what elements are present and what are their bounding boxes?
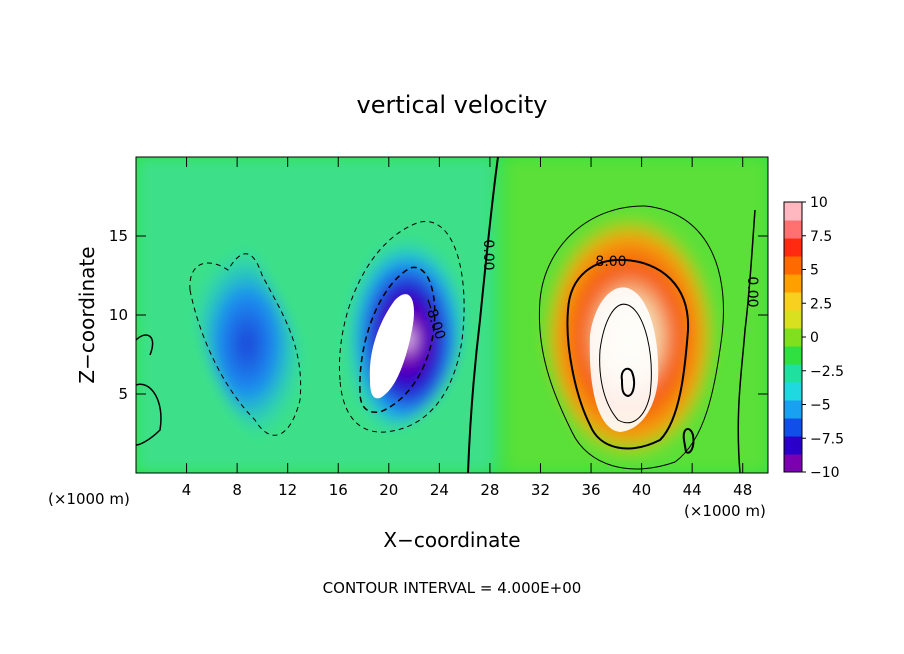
contour-positive-8 [566,258,690,450]
y-tick-label: 10 [109,306,128,324]
colorbar-swatch [784,346,802,365]
colorbar-tick-label: −2.5 [810,364,844,380]
colorbar: 10 7.5 5 2.5 0 −2.5 −5 −7.5 −10 [783,195,844,481]
x-tick-label: 24 [430,481,449,499]
colorbar-swatch [784,436,802,455]
contour-positive-core [620,367,636,398]
contour-zero-east [737,209,756,473]
chart-title: vertical velocity [357,91,548,119]
x-tick-label: 48 [733,481,752,499]
contour-positive-outer [538,205,724,470]
colorbar-tick-label: 7.5 [810,229,832,245]
core-positive [589,287,659,432]
x-tick-label: 16 [329,481,348,499]
colorbar-swatch [784,220,802,239]
colorbar-tick-label: −10 [810,465,840,481]
contour-interval-note: CONTOUR INTERVAL = 4.000E+00 [323,579,582,597]
x-tick-label: 8 [232,481,242,499]
x-unit-left: (×1000 m) [48,490,130,508]
x-tick-label: 36 [581,481,600,499]
colorbar-tick-label: 0 [810,330,819,346]
colorbar-swatch [784,400,802,419]
x-axis-ticks: 4 8 12 16 20 24 28 32 36 40 44 48 [182,157,752,499]
contour-label: 0.00 [744,276,760,307]
contour-negative-inner [359,266,436,413]
x-tick-label: 4 [182,481,192,499]
colorbar-swatch [784,418,802,437]
contour-bottom-right [682,428,695,454]
colorbar-tick-label: 2.5 [810,296,832,312]
contour-zero-west [467,157,499,473]
plot-area: 0.00 0.00 −8.00 8.00 [136,157,768,473]
colorbar-tick-label: 10 [810,195,828,211]
x-tick-label: 40 [632,481,651,499]
y-tick-label: 15 [109,227,128,245]
colorbar-swatch [784,274,802,293]
x-tick-label: 44 [683,481,702,499]
field-downdraft-west [189,245,305,442]
x-unit-right: (×1000 m) [684,502,766,520]
colorbar-swatch [784,202,802,221]
core-negative [369,294,415,399]
colorbar-swatch [784,454,802,473]
colorbar-tick-label: 5 [810,263,819,279]
x-tick-label: 20 [379,481,398,499]
x-tick-label: 28 [480,481,499,499]
contour-negative-west [189,253,302,436]
colorbar-swatch [784,310,802,329]
colorbar-tick-label: −5 [810,398,831,414]
y-tick-label: 5 [118,385,128,403]
x-tick-label: 12 [278,481,297,499]
contour-negative-outer [338,221,465,433]
y-axis-label: Z−coordinate [75,246,99,383]
colorbar-swatch [784,328,802,347]
contour-positive-inner [599,303,652,424]
colorbar-swatch [784,256,802,275]
colorbar-swatch [784,292,802,311]
x-axis-label: X−coordinate [383,528,520,552]
y-axis-ticks: 5 10 15 [109,227,768,403]
colorbar-swatch [784,382,802,401]
contour-bottom-left [136,334,162,446]
x-tick-label: 32 [531,481,550,499]
contour-label: 8.00 [595,254,626,270]
colorbar-swatch [784,364,802,383]
colorbar-tick-label: −7.5 [810,431,844,447]
contour-label: 0.00 [480,239,496,270]
colorbar-swatch [784,238,802,257]
